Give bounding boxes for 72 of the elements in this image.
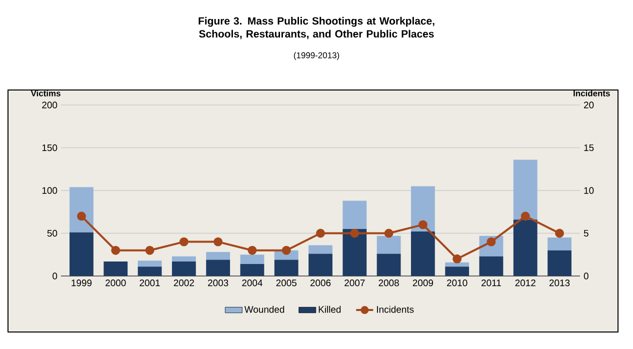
point — [452, 254, 462, 264]
bar — [206, 260, 230, 276]
bar — [308, 254, 332, 276]
bar — [138, 266, 162, 276]
y2-tick-label: 20 — [584, 102, 594, 108]
y2-tick-label: 10 — [584, 187, 594, 194]
y-tick-label: 0 — [52, 272, 58, 280]
y-tick-label: 150 — [42, 144, 58, 152]
point — [316, 228, 325, 238]
point — [350, 228, 360, 238]
y2-tick-label: 15 — [584, 144, 594, 152]
y-axis-title: Victims — [30, 90, 60, 96]
bar — [70, 187, 94, 232]
point — [179, 237, 188, 246]
point — [520, 212, 530, 221]
y-tick-label: 100 — [42, 187, 58, 194]
x-tick-label: 2001 — [140, 280, 160, 286]
x-tick-label: 2012 — [515, 280, 536, 286]
x-tick-label: 2007 — [344, 280, 365, 286]
bar — [274, 260, 298, 276]
bar — [445, 262, 470, 267]
bar — [172, 261, 196, 276]
x-tick-label: 1999 — [72, 280, 92, 286]
bar — [138, 260, 162, 267]
bar — [104, 261, 128, 276]
bar — [513, 220, 538, 276]
point — [384, 228, 394, 238]
x-tick-label: 2008 — [378, 280, 399, 286]
bar — [548, 238, 572, 250]
x-tick-label: 2005 — [276, 280, 296, 286]
x-tick-label: 2000 — [106, 280, 126, 286]
bar — [376, 254, 401, 276]
bar — [172, 256, 196, 262]
bar — [70, 232, 94, 276]
bar — [410, 232, 435, 276]
x-tick-label: 2013 — [549, 280, 570, 286]
point — [145, 246, 154, 255]
bar — [308, 245, 332, 254]
bar — [513, 160, 538, 220]
bar — [342, 228, 367, 276]
x-tick-label: 2002 — [174, 280, 194, 286]
bar — [240, 254, 264, 264]
point — [214, 237, 223, 246]
y-tick-label: 50 — [47, 230, 58, 237]
x-tick-label: 2011 — [482, 280, 501, 286]
legend-label: Incidents — [377, 306, 414, 313]
x-tick-label: 2004 — [242, 280, 262, 286]
bar — [410, 186, 435, 232]
point — [111, 246, 120, 255]
point — [248, 246, 257, 255]
bar — [206, 252, 230, 260]
point — [77, 212, 86, 221]
y-tick-label: 200 — [42, 102, 58, 108]
chart-title: Figure 3. Mass Public Shootings at Workplace, Schools, Restaurants, and Other Public Places — [198, 16, 434, 40]
bar — [240, 264, 264, 276]
bar — [548, 250, 572, 276]
x-tick-label: 2009 — [412, 280, 434, 286]
x-tick-label: 2006 — [310, 280, 331, 286]
bar — [445, 266, 470, 276]
bar — [479, 256, 504, 276]
y2-tick-label: 5 — [584, 230, 588, 237]
point — [418, 220, 428, 230]
y2-axis-title: Incidents — [574, 90, 610, 96]
bar — [342, 200, 367, 229]
x-tick-label: 2003 — [208, 280, 228, 286]
chart-subtitle: (1999-2013) — [294, 52, 340, 60]
y2-tick-label: 0 — [584, 272, 588, 280]
point — [555, 228, 564, 238]
legend-label: Killed — [318, 306, 341, 313]
legend-label: Wounded — [244, 306, 284, 313]
bar — [376, 236, 401, 254]
x-tick-label: 2010 — [447, 280, 468, 286]
